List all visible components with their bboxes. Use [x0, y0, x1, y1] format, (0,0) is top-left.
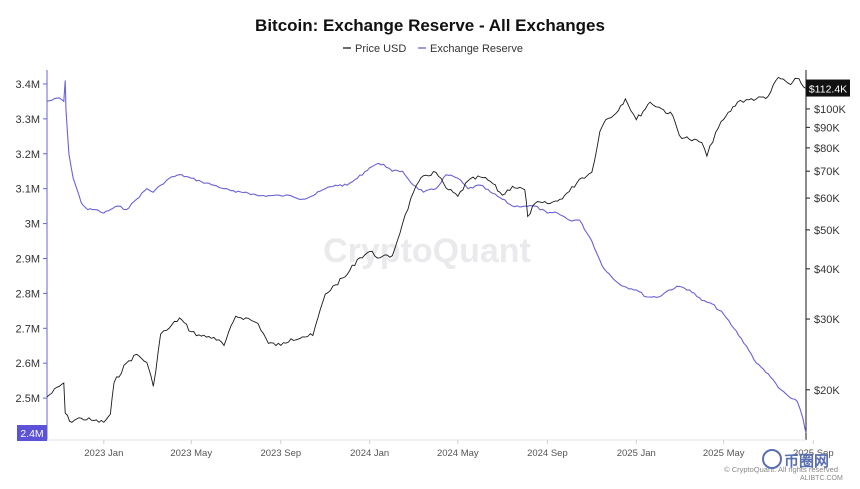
x-tick-label: 2024 Sep — [527, 448, 568, 459]
left-tick-label: 3.3M — [16, 114, 40, 126]
right-tick-label: $100K — [814, 104, 846, 116]
left-tick-label: 3.1M — [16, 184, 40, 196]
legend-price-label[interactable]: Price USD — [355, 43, 406, 55]
price-current-badge-label: $112.4K — [809, 84, 847, 96]
left-tick-label: 2.6M — [16, 358, 40, 370]
x-tick-label: 2024 Jan — [350, 448, 389, 459]
left-tick-label: 3.4M — [16, 79, 40, 91]
right-tick-label: $50K — [814, 225, 840, 237]
right-tick-label: $60K — [814, 193, 840, 205]
right-tick-label: $70K — [814, 166, 840, 178]
right-axis-ticks: $100K $90K $80K $70K $60K $50K $40K $30K $20K — [806, 104, 846, 397]
left-axis-ticks: 3.4M 3.3M 3.2M 3.1M 3M 2.9M 2.8M 2.7M 2.6M 2.5M — [16, 79, 47, 405]
x-tick-label: 2023 Sep — [260, 448, 301, 459]
series-line-price-usd — [46, 76, 807, 423]
right-tick-label: $20K — [814, 385, 840, 397]
brand-logo-icon — [762, 449, 782, 469]
copyright-text: © CryptoQuant. All rights reserved — [724, 465, 838, 474]
x-tick-label: 2025 Sep — [793, 448, 834, 459]
right-tick-label: $90K — [814, 122, 840, 134]
left-tick-label: 2.8M — [16, 288, 40, 300]
brand-logo[interactable]: 币圈网 ALIBTC.COM — [762, 449, 843, 482]
left-tick-label: 3.2M — [16, 149, 40, 161]
brand-url: ALIBTC.COM — [800, 475, 843, 482]
series-line-exchange-reserve — [46, 80, 807, 434]
right-tick-label: $30K — [814, 314, 840, 326]
brand-name: 币圈网 — [784, 453, 829, 470]
x-axis-ticks: 2023 Jan 2023 May 2023 Sep 2024 Jan 2024 May… — [84, 440, 834, 459]
legend-reserve-label[interactable]: Exchange Reserve — [430, 43, 523, 55]
legend[interactable]: Price USD Exchange Reserve — [343, 43, 523, 55]
right-tick-label: $80K — [814, 143, 840, 155]
x-tick-label: 2025 Jan — [617, 448, 656, 459]
watermark-text: CryptoQuant — [323, 232, 531, 270]
x-tick-label: 2024 May — [437, 448, 479, 459]
x-tick-label: 2023 May — [170, 448, 212, 459]
left-tick-label: 3M — [25, 219, 40, 231]
left-tick-label: 2.9M — [16, 253, 40, 265]
price-current-badge: $112.4K — [806, 79, 850, 97]
reserve-current-badge: 2.4M — [17, 425, 47, 442]
left-tick-label: 2.5M — [16, 393, 40, 405]
right-tick-label: $40K — [814, 264, 840, 276]
reserve-current-badge-label: 2.4M — [20, 428, 43, 440]
x-tick-label: 2023 Jan — [84, 448, 123, 459]
price-current-badge-bg — [806, 79, 850, 97]
reserve-current-badge-bg — [17, 425, 47, 442]
x-tick-label: 2025 May — [703, 448, 745, 459]
chart-title: Bitcoin: Exchange Reserve - All Exchange… — [255, 16, 605, 35]
left-tick-label: 2.7M — [16, 323, 40, 335]
